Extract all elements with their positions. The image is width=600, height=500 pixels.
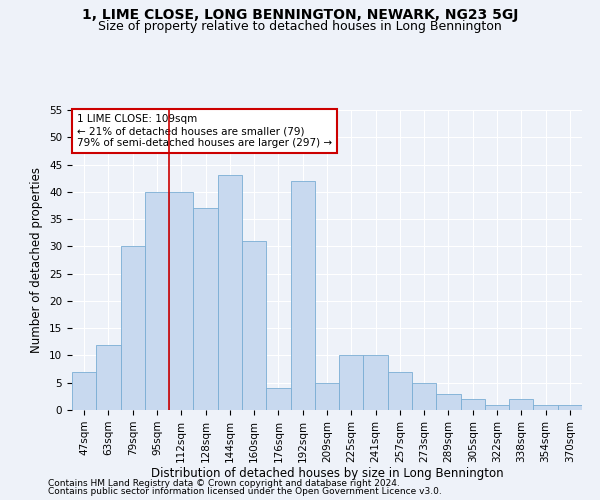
Bar — [290, 181, 315, 410]
Y-axis label: Number of detached properties: Number of detached properties — [31, 167, 43, 353]
Bar — [266, 388, 290, 410]
Bar — [72, 372, 96, 410]
Bar — [509, 399, 533, 410]
X-axis label: Distribution of detached houses by size in Long Bennington: Distribution of detached houses by size … — [151, 468, 503, 480]
Text: Contains HM Land Registry data © Crown copyright and database right 2024.: Contains HM Land Registry data © Crown c… — [48, 478, 400, 488]
Bar — [485, 404, 509, 410]
Bar — [364, 356, 388, 410]
Bar — [558, 404, 582, 410]
Text: Size of property relative to detached houses in Long Bennington: Size of property relative to detached ho… — [98, 20, 502, 33]
Bar — [412, 382, 436, 410]
Text: Contains public sector information licensed under the Open Government Licence v3: Contains public sector information licen… — [48, 487, 442, 496]
Bar — [461, 399, 485, 410]
Bar — [96, 344, 121, 410]
Text: 1 LIME CLOSE: 109sqm
← 21% of detached houses are smaller (79)
79% of semi-detac: 1 LIME CLOSE: 109sqm ← 21% of detached h… — [77, 114, 332, 148]
Bar — [436, 394, 461, 410]
Bar — [533, 404, 558, 410]
Bar — [218, 176, 242, 410]
Bar — [339, 356, 364, 410]
Bar — [193, 208, 218, 410]
Bar — [121, 246, 145, 410]
Bar — [242, 241, 266, 410]
Bar — [388, 372, 412, 410]
Bar — [315, 382, 339, 410]
Bar — [145, 192, 169, 410]
Bar — [169, 192, 193, 410]
Text: 1, LIME CLOSE, LONG BENNINGTON, NEWARK, NG23 5GJ: 1, LIME CLOSE, LONG BENNINGTON, NEWARK, … — [82, 8, 518, 22]
